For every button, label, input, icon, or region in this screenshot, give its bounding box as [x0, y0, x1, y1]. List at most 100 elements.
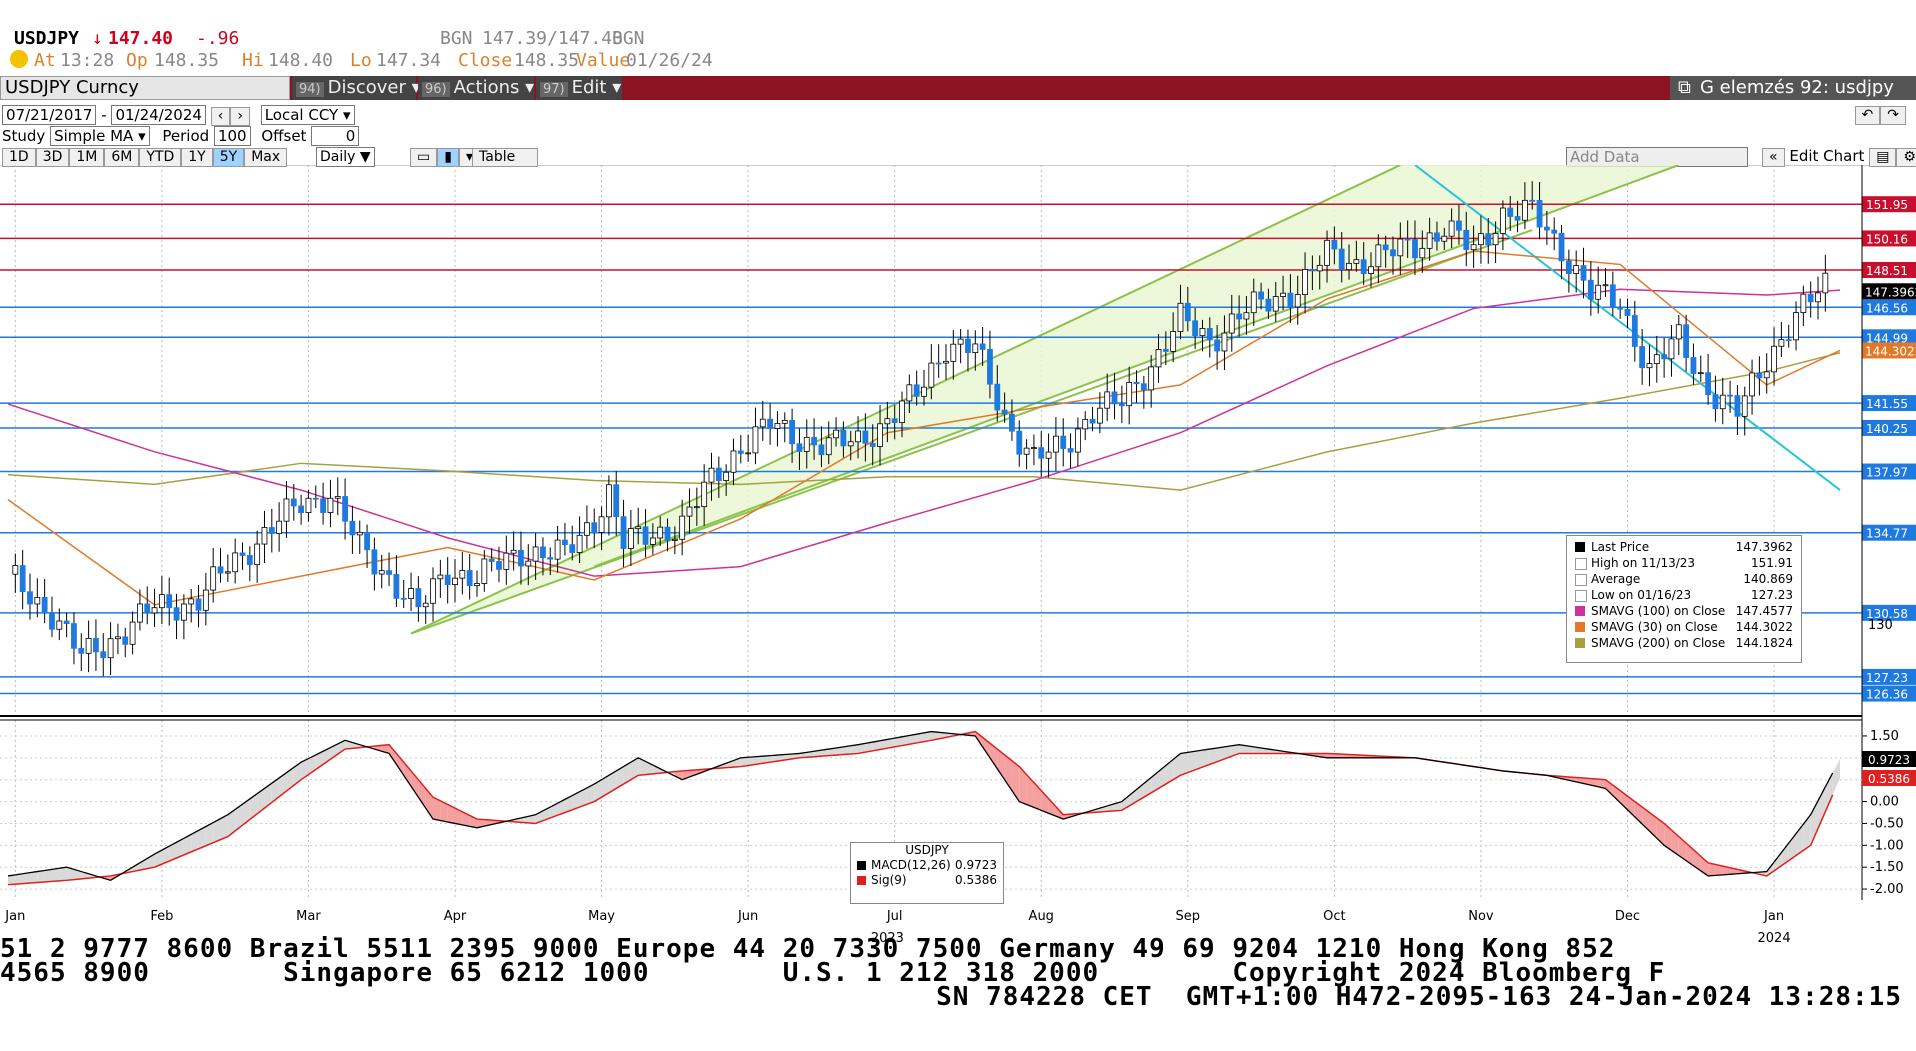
candle-body	[584, 522, 590, 536]
macd-fill	[154, 850, 162, 868]
range-button-5y[interactable]: 5Y	[212, 148, 245, 167]
study-select[interactable]: Simple MA ▾	[50, 126, 150, 146]
period-field[interactable]: 100	[213, 126, 251, 146]
start-date-field[interactable]: 07/21/2017	[2, 105, 97, 125]
candle-body	[796, 443, 803, 452]
candle-body	[671, 538, 678, 541]
macd-fill	[1605, 779, 1613, 796]
signal-legend-label: Sig(9)	[871, 873, 907, 887]
print-icon[interactable]: ▤	[1869, 148, 1897, 167]
candle-body	[767, 418, 774, 429]
candle-body	[1294, 294, 1301, 308]
table-button[interactable]: Table	[472, 147, 538, 167]
candle-body	[840, 429, 847, 447]
range-button-3d[interactable]: 3D	[35, 148, 70, 167]
candle-body	[1375, 244, 1382, 268]
range-button-1y[interactable]: 1Y	[181, 148, 213, 167]
currency-select[interactable]: Local CCY ▾	[260, 105, 355, 125]
table-label: Table	[472, 148, 538, 167]
edit-chart-button[interactable]: « Edit Chart ▤ ⚙	[1762, 147, 1916, 167]
macd-fill	[176, 838, 184, 858]
legend-label: SMAVG (30) on Close	[1591, 620, 1718, 634]
macd-fill	[132, 862, 140, 872]
candle-body	[1565, 260, 1572, 274]
candle-body	[855, 430, 861, 443]
actions-button[interactable]: 96) Actions ▾	[418, 76, 534, 100]
signal-tag	[1862, 769, 1916, 786]
edit-button[interactable]: 97) Edit ▾	[536, 76, 622, 100]
macd-fill	[902, 735, 910, 746]
candle-body	[210, 566, 217, 591]
price-chart[interactable]: Jan Feb Mar Apr May Jun Jul Aug Sep Oct Nov Dec Jan 2…	[0, 165, 1916, 945]
macd-fill	[139, 858, 148, 871]
x-tick-label: Mar	[296, 909, 321, 924]
x-tick-label: May	[588, 909, 615, 924]
candle-body	[1338, 248, 1345, 271]
macd-fill	[403, 762, 412, 787]
ticker-line-3: SN 784228 CET GMT+1:00 H472-2095-163 24-…	[936, 982, 1902, 1012]
candle-body	[657, 526, 664, 539]
candle-body	[1456, 220, 1462, 231]
bid-ask: 147.39/147.40	[482, 28, 623, 49]
discover-button[interactable]: 94) Discover ▾	[292, 76, 421, 100]
x-tick-label: Oct	[1323, 909, 1345, 924]
candle-body	[913, 384, 920, 397]
candle-body	[1661, 354, 1668, 360]
candle-body	[935, 362, 942, 365]
candle-body	[1060, 435, 1067, 449]
date-range: 07/21/2017 - 01/24/2024 ‹ › Local CCY ▾	[2, 105, 355, 126]
undo-icon[interactable]: ↶	[1854, 106, 1881, 125]
macd-fill	[1158, 765, 1166, 789]
macd-fill	[828, 747, 837, 756]
candle-body	[1807, 293, 1814, 303]
candle-body	[166, 594, 173, 609]
macd-fill	[1818, 786, 1826, 829]
range-button-6m[interactable]: 6M	[104, 148, 140, 167]
range-button-1m[interactable]: 1M	[69, 148, 105, 167]
analysis-link[interactable]: ⧉ G elemzés 92: usdjpy	[1670, 76, 1916, 100]
channel-upper-line	[593, 165, 1680, 568]
security-field[interactable]: USDJPY Curncy	[0, 76, 290, 100]
candle-body	[408, 588, 414, 599]
candle-body	[1001, 409, 1008, 415]
candle-body	[1822, 272, 1829, 294]
candle-body	[151, 607, 158, 614]
gear-icon[interactable]: ⚙	[1896, 148, 1916, 167]
macd-fill	[564, 795, 573, 813]
candle-body	[1118, 403, 1125, 407]
candle-body	[1287, 292, 1294, 308]
range-button-1d[interactable]: 1D	[2, 148, 36, 167]
candle-body	[1074, 428, 1081, 453]
candle-body	[957, 338, 964, 345]
add-data-field[interactable]: Add Data	[1566, 147, 1748, 167]
line-chart-icon[interactable]: ▭	[410, 148, 438, 167]
range-button-max[interactable]: Max	[244, 148, 288, 167]
macd-fill	[1781, 843, 1789, 866]
next-arrow-icon[interactable]: ›	[230, 107, 250, 126]
candle-body	[715, 467, 722, 482]
prev-arrow-icon[interactable]: ‹	[210, 107, 231, 126]
range-button-ytd[interactable]: YTD	[139, 148, 182, 167]
redo-icon[interactable]: ↷	[1880, 106, 1906, 125]
at-time: 13:28	[60, 50, 115, 71]
candle-body	[847, 441, 854, 447]
candle-chart-icon[interactable]: ▮	[437, 148, 459, 167]
candle-body	[1719, 394, 1726, 410]
macd-y-tick-label: 0.00	[1870, 795, 1899, 810]
macd-fill	[1209, 747, 1218, 765]
level-label: 144.99	[1866, 331, 1908, 345]
x-tick-label: Apr	[444, 909, 467, 924]
candle-body	[1045, 451, 1052, 459]
alert-icon[interactable]	[10, 50, 28, 68]
end-date-field[interactable]: 01/24/2024	[111, 105, 206, 125]
candle-body	[1609, 284, 1616, 308]
candle-body	[972, 343, 979, 353]
candle-body	[730, 450, 737, 473]
candle-body	[1690, 357, 1697, 374]
candle-body	[217, 566, 224, 574]
offset-field[interactable]: 0	[311, 126, 360, 146]
candle-body	[1082, 418, 1089, 430]
frequency-select[interactable]: Daily ▼	[316, 147, 375, 167]
candle-body	[1763, 371, 1770, 379]
date-separator: -	[101, 106, 107, 124]
